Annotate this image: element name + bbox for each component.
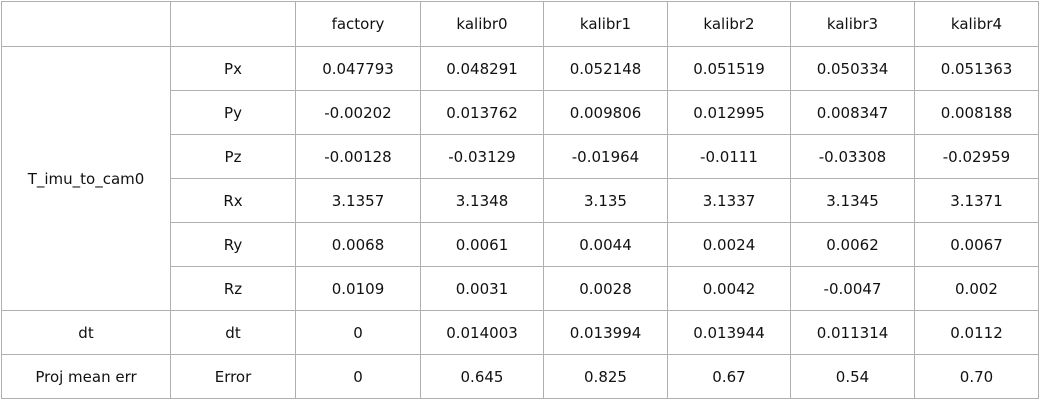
table-row: Py -0.00202 0.013762 0.009806 0.012995 0.0083… [2, 90, 1039, 135]
empty-cell [1, 1, 171, 47]
value-cell: 0 [295, 354, 421, 399]
group-label: T_imu_to_cam0 [1, 46, 171, 311]
value-cell: 0.0042 [667, 266, 791, 311]
table-body: T_imu_to_cam0 Px 0.047793 0.048291 0.052148 0… [1, 46, 1039, 399]
row-label: Rx [170, 178, 296, 223]
column-header: kalibr2 [667, 1, 791, 47]
group-label: Proj mean err [1, 354, 171, 399]
value-cell: 0.645 [420, 354, 544, 399]
value-cell: -0.01964 [543, 134, 668, 179]
value-cell: 0.008188 [914, 90, 1039, 135]
row-label: Error [170, 354, 296, 399]
value-cell: 0.009806 [543, 90, 668, 135]
value-cell: 0 [295, 310, 421, 355]
value-cell: 0.0044 [543, 222, 668, 267]
table-row: Ry 0.0068 0.0061 0.0044 0.0024 0.0062 0.0067 [2, 222, 1039, 267]
value-cell: 0.0024 [667, 222, 791, 267]
value-cell: 0.013944 [667, 310, 791, 355]
value-cell: 0.67 [667, 354, 791, 399]
table-row: T_imu_to_cam0 Px 0.047793 0.048291 0.052148 0… [1, 46, 1039, 311]
group-label: dt [1, 310, 171, 355]
value-cell: 3.1357 [295, 178, 421, 223]
value-cell: 0.008347 [790, 90, 915, 135]
value-cell: 3.1348 [420, 178, 544, 223]
value-cell: -0.03129 [420, 134, 544, 179]
value-cell: 0.051363 [914, 46, 1039, 91]
value-cell: 0.54 [790, 354, 915, 399]
value-cell: 0.0061 [420, 222, 544, 267]
column-header: kalibr3 [790, 1, 915, 47]
value-cell: 3.135 [543, 178, 668, 223]
value-cell: -0.0111 [667, 134, 791, 179]
value-cell: 0.0028 [543, 266, 668, 311]
value-cell: 0.002 [914, 266, 1039, 311]
column-header: kalibr0 [420, 1, 544, 47]
table-row: Rx 3.1357 3.1348 3.135 3.1337 3.1345 3.1371 [2, 178, 1039, 223]
value-cell: -0.02959 [914, 134, 1039, 179]
value-cell: -0.00202 [295, 90, 421, 135]
value-cell: 3.1371 [914, 178, 1039, 223]
empty-cell [170, 1, 296, 47]
table-row: Proj mean err Error 0 0.645 0.825 0.67 0.54 0.7… [1, 354, 1039, 399]
header-row: factory kalibr0 kalibr1 kalibr2 kalibr3 kalib… [1, 1, 1039, 47]
table-row: Pz -0.00128 -0.03129 -0.01964 -0.0111 -0.0330… [2, 134, 1039, 179]
value-cell: 0.051519 [667, 46, 791, 91]
value-cell: 3.1345 [790, 178, 915, 223]
value-cell: 0.011314 [790, 310, 915, 355]
value-cell: 3.1337 [667, 178, 791, 223]
column-header: factory [295, 1, 421, 47]
row-label: dt [170, 310, 296, 355]
value-cell: 0.052148 [543, 46, 668, 91]
row-label: Py [170, 90, 296, 135]
row-label: Ry [170, 222, 296, 267]
value-cell: 0.825 [543, 354, 668, 399]
value-cell: 0.0068 [295, 222, 421, 267]
table-row: Rz 0.0109 0.0031 0.0028 0.0042 -0.0047 0.002 [2, 266, 1039, 311]
value-cell: 0.0062 [790, 222, 915, 267]
table-row: dt dt 0 0.014003 0.013994 0.013944 0.011314 0.0… [1, 310, 1039, 355]
value-cell: 0.012995 [667, 90, 791, 135]
value-cell: 0.0031 [420, 266, 544, 311]
value-cell: 0.047793 [295, 46, 421, 91]
value-cell: -0.00128 [295, 134, 421, 179]
value-cell: 0.0067 [914, 222, 1039, 267]
value-cell: 0.013762 [420, 90, 544, 135]
value-cell: 0.048291 [420, 46, 544, 91]
value-cell: 0.0112 [914, 310, 1039, 355]
row-label: Px [170, 46, 296, 91]
value-cell: 0.013994 [543, 310, 668, 355]
row-label: Pz [170, 134, 296, 179]
column-header: kalibr4 [914, 1, 1039, 47]
value-cell: 0.050334 [790, 46, 915, 91]
column-header: kalibr1 [543, 1, 668, 47]
value-cell: 0.70 [914, 354, 1039, 399]
value-cell: -0.03308 [790, 134, 915, 179]
row-label: Rz [170, 266, 296, 311]
value-cell: 0.0109 [295, 266, 421, 311]
value-cell: 0.014003 [420, 310, 544, 355]
value-cell: -0.0047 [790, 266, 915, 311]
